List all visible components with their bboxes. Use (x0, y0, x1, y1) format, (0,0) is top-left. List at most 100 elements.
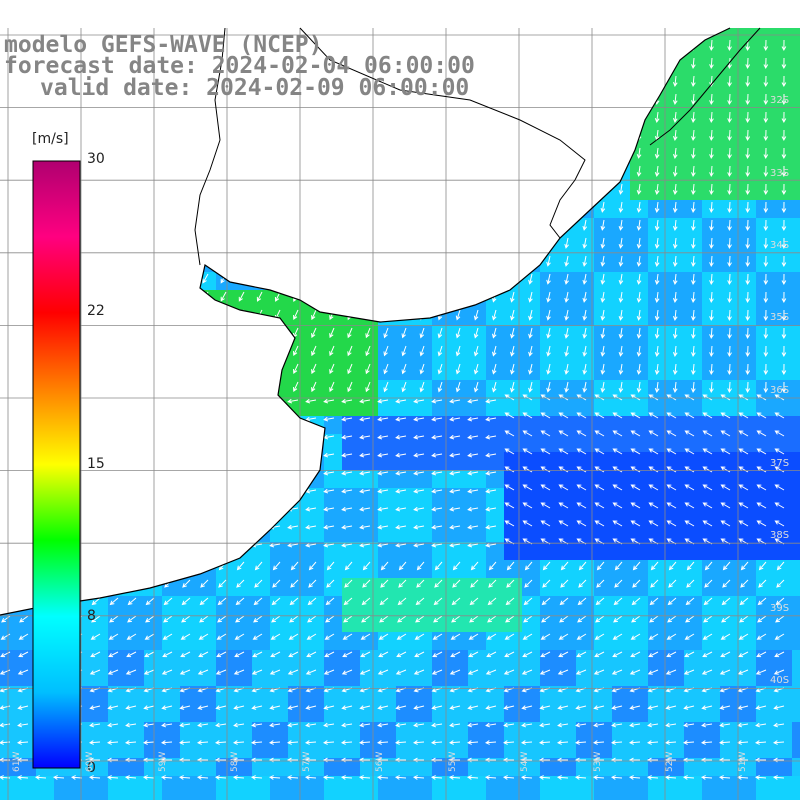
wind-cell (0, 686, 19, 705)
wind-cell (522, 740, 541, 759)
wind-cell (558, 776, 577, 795)
wind-arrow (347, 363, 353, 375)
wind-arrow (738, 394, 749, 401)
wind-arrow (359, 398, 371, 404)
wind-cell (162, 686, 181, 705)
wind-cell (774, 722, 793, 741)
wind-cell (396, 596, 415, 615)
wind-arrow (666, 448, 677, 455)
wind-arrow (745, 201, 751, 214)
wind-cell (558, 524, 577, 543)
wind-arrow (648, 520, 659, 527)
wind-arrow (709, 345, 714, 358)
wind-cell (450, 524, 469, 543)
wind-arrow (108, 651, 119, 658)
wind-arrow (377, 542, 389, 548)
wind-arrow (419, 327, 425, 339)
wind-arrow (106, 740, 119, 745)
wind-arrow (650, 579, 659, 588)
wind-arrow (109, 615, 119, 623)
wind-cell (198, 740, 217, 759)
wind-arrow (636, 183, 642, 195)
wind-cell (756, 272, 775, 291)
wind-cell (108, 686, 127, 705)
wind-cell (576, 308, 595, 327)
wind-cell (468, 398, 487, 417)
wind-cell (756, 92, 775, 111)
wind-arrow (684, 394, 695, 401)
wind-arrow (430, 775, 443, 780)
wind-cell (306, 326, 325, 345)
wind-arrow (763, 219, 769, 232)
wind-arrow (667, 597, 677, 606)
wind-arrow (383, 345, 389, 357)
wind-cell (324, 686, 343, 705)
wind-cell (504, 578, 523, 597)
wind-cell (576, 758, 595, 777)
wind-arrow (727, 273, 732, 286)
wind-cell (180, 794, 199, 800)
wind-cell (792, 110, 800, 129)
wind-cell (540, 704, 559, 723)
wind-cell (792, 416, 800, 435)
wind-cell (198, 614, 217, 633)
wind-arrow (256, 291, 263, 302)
wind-cell (792, 488, 800, 507)
wind-cell (342, 434, 361, 453)
wind-cell (288, 686, 307, 705)
colorbar-tick-0: 0 (87, 760, 96, 776)
wind-cell (324, 542, 343, 561)
wind-arrow (179, 705, 191, 710)
wind-cell (414, 596, 433, 615)
wind-arrow (672, 183, 678, 195)
wind-cell (234, 722, 253, 741)
wind-cell (18, 686, 37, 705)
wind-arrow (628, 775, 641, 780)
wind-cell (594, 524, 613, 543)
wind-arrow (594, 484, 605, 491)
wind-arrow (52, 775, 65, 780)
wind-cell (540, 794, 559, 800)
wind-arrow (467, 452, 479, 458)
wind-arrow (251, 669, 263, 675)
wind-cell (792, 146, 800, 165)
wind-arrow (449, 506, 461, 512)
wind-cell (360, 470, 379, 489)
lat-label-37s: 37S (770, 458, 790, 469)
wind-arrow (341, 722, 353, 728)
wind-cell (540, 560, 559, 579)
wind-cell (126, 722, 145, 741)
wind-arrow (672, 309, 678, 321)
wind-cell (162, 740, 181, 759)
wind-arrow (455, 381, 461, 393)
wind-arrow (326, 561, 335, 571)
wind-arrow (359, 524, 371, 530)
wind-arrow (774, 412, 785, 419)
wind-arrow (491, 327, 497, 339)
wind-cell (522, 578, 541, 597)
wind-arrow (557, 705, 569, 710)
wind-arrow (775, 615, 785, 623)
wind-cell (792, 560, 800, 579)
wind-cell (36, 794, 55, 800)
wind-arrow (469, 597, 479, 606)
wind-arrow (323, 542, 335, 548)
wind-cell (486, 794, 505, 800)
wind-arrow (631, 615, 641, 623)
wind-cell (360, 794, 379, 800)
wind-arrow (455, 345, 461, 357)
wind-cell (720, 740, 739, 759)
wind-arrow (654, 165, 660, 177)
wind-arrow (763, 255, 769, 268)
wind-arrow (720, 633, 731, 640)
wind-cell (738, 722, 757, 741)
wind-cell (324, 722, 343, 741)
wind-cell (756, 38, 775, 57)
wind-arrow (781, 57, 787, 70)
wind-arrow (305, 722, 317, 728)
wind-arrow (202, 273, 209, 284)
wind-arrow (763, 237, 769, 250)
wind-arrow (557, 669, 569, 675)
wind-cell (576, 416, 595, 435)
wind-cell (558, 290, 577, 309)
